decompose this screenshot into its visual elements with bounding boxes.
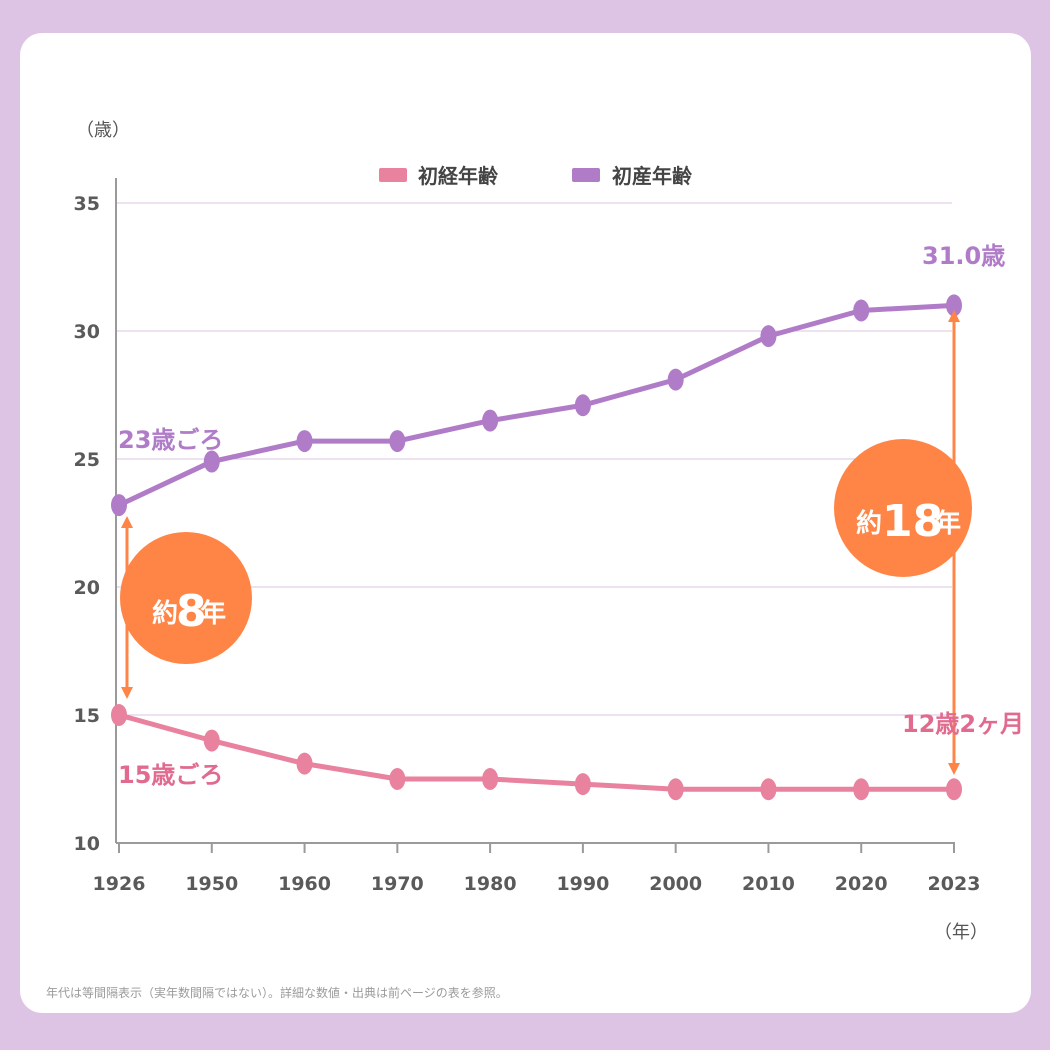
y-tick-label-35: 35 [74,193,100,215]
x-tick-label-1950: 1950 [185,873,238,895]
gap-bubble-1926: 約 8 年 [120,532,252,664]
x-axis-unit: （年） [934,922,988,943]
annotation-menarche-end: 12歳2ヶ月 [902,710,1024,738]
series-0-point-1960 [296,752,313,775]
y-tick-label-30: 30 [74,321,100,343]
series-0-point-2010 [760,778,777,801]
gridlines [116,202,952,716]
series-1-point-1960 [296,430,313,453]
x-tick-label-2020: 2020 [835,873,888,895]
y-tick-label-25: 25 [74,449,100,471]
x-tick-label-2000: 2000 [649,873,702,895]
gap-2023-suffix: 年 [935,508,961,539]
gap-1926-prefix: 約 [152,598,178,629]
series-1-point-1970 [389,430,406,453]
y-axis-unit: （歳） [76,120,130,141]
series-1-point-2023 [946,294,962,317]
series-0 [111,704,962,801]
legend-label-menarche: 初経年齢 [418,164,499,188]
annotation-first-birth-end: 31.0歳 [922,242,1005,270]
x-tick-label-2023: 2023 [928,873,981,895]
series-0-point-2020 [853,778,870,801]
series-0-line [118,712,954,792]
series-0-point-1970 [389,768,406,790]
series-1-point-2000 [667,368,684,391]
x-tick-label-1980: 1980 [464,873,517,895]
series-1 [111,294,962,517]
x-tick-label-1990: 1990 [556,873,609,895]
x-tick-labels: 1926 1950 1960 1970 1980 1990 2000 2010 2020 2023 [93,843,981,895]
series-layer [111,294,962,801]
legend-swatch-first-birth [572,168,600,182]
x-tick-label-1926: 1926 [93,873,146,895]
legend-swatch-menarche [379,168,407,182]
y-tick-labels: 35 30 25 20 15 10 [74,193,100,855]
gap-bubble-2023: 約 18 年 [834,439,972,577]
series-0-point-2000 [667,778,684,801]
gap-1926-value: 8 [176,586,207,637]
series-0-point-1980 [482,768,499,790]
series-1-point-2020 [853,299,870,322]
gap-2023-value: 18 [882,496,943,547]
y-tick-label-15: 15 [74,705,100,727]
x-tick-label-2010: 2010 [742,873,795,895]
annotation-menarche-start: 15歳ごろ [118,761,223,789]
series-0-point-1990 [574,773,591,796]
series-1-line [117,302,955,508]
annotation-first-birth-start: 23歳ごろ [118,426,223,454]
y-tick-label-10: 10 [74,833,100,855]
y-tick-label-20: 20 [74,577,100,599]
series-0-point-1926 [111,704,127,726]
series-0-point-1950 [203,729,220,752]
series-0-point-2023 [946,778,962,801]
series-1-point-2010 [760,325,777,348]
gap-1926-suffix: 年 [200,598,226,629]
footnote: 年代は等間隔表示（実年数間隔ではない）。詳細な数値・出典は前ページの表を参照。 [46,985,508,1000]
x-tick-label-1960: 1960 [278,873,331,895]
legend: 初経年齢 初産年齢 [379,164,693,188]
series-1-point-1950 [203,450,220,473]
series-1-point-1980 [482,409,499,432]
gap-2023-prefix: 約 [856,508,882,539]
x-tick-label-1970: 1970 [371,873,424,895]
series-1-point-1990 [574,394,591,417]
legend-label-first-birth: 初産年齢 [612,164,693,188]
series-1-point-1926 [111,494,127,517]
